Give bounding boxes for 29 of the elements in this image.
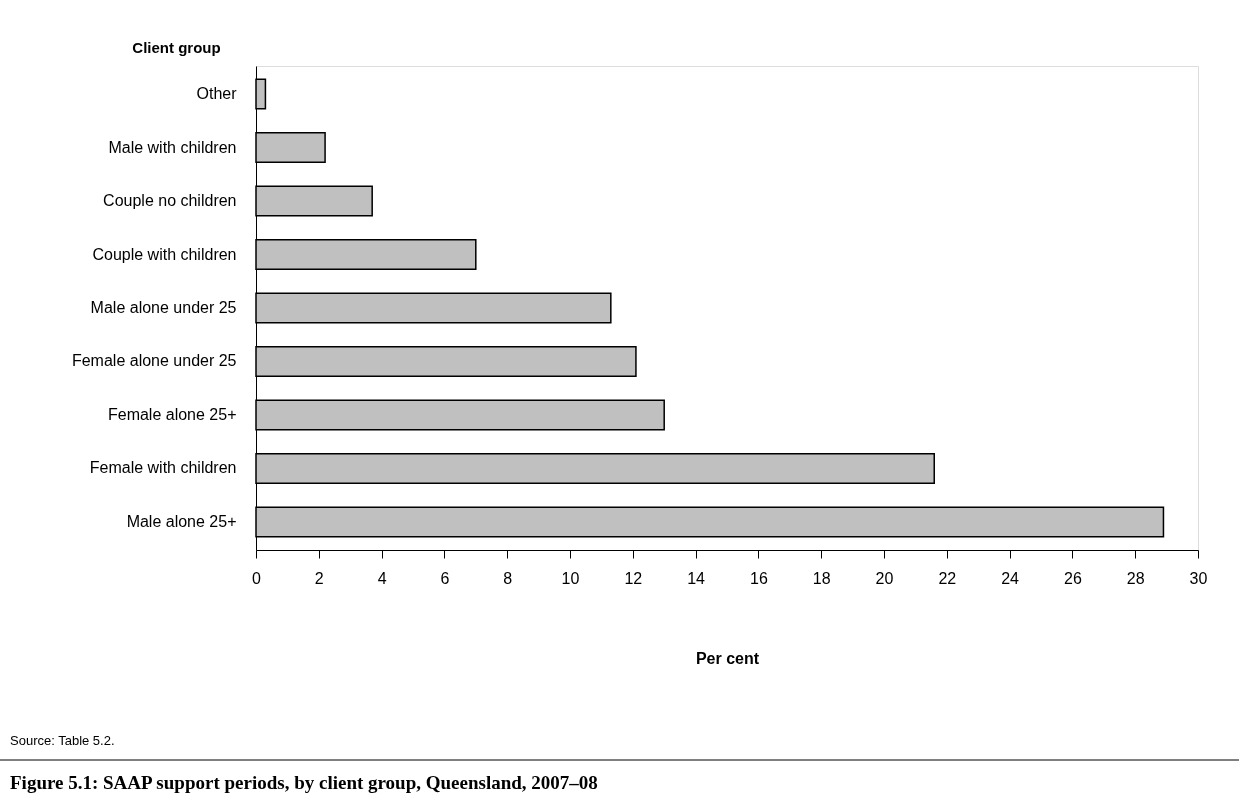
x-axis-title: Per cent — [695, 649, 760, 667]
x-tick-label: 0 — [252, 569, 262, 587]
text: Figure 5.1: SAAP support periods, by client group, Queensland, 2007–08 — [10, 772, 598, 793]
x-tick-label: 14 — [687, 569, 706, 587]
y-tick-label: Other — [196, 85, 238, 103]
x-tick-label: 12 — [624, 569, 643, 587]
y-tick-label: Couple no children — [103, 192, 237, 210]
x-tick-label: 2 — [314, 569, 324, 587]
x-tick-label: 24 — [1001, 569, 1020, 587]
x-tick-label: 26 — [1064, 569, 1082, 587]
y-tick-label: Male with children — [108, 138, 237, 156]
y-tick-label: Male alone 25+ — [126, 512, 237, 530]
y-tick-label: Female alone 25+ — [107, 405, 237, 423]
y-tick-label: Male alone under 25 — [90, 299, 237, 316]
y-tick-label: Female alone under 25 — [71, 352, 237, 370]
y-tick-label: Female with children — [89, 459, 237, 477]
x-tick-label: 22 — [938, 569, 957, 587]
y-axis-title: Client group — [132, 38, 221, 56]
x-tick-label: 16 — [750, 569, 768, 587]
y-tick-label: Couple with children — [92, 245, 237, 263]
x-tick-label: 6 — [440, 569, 450, 587]
x-tick-label: 20 — [875, 569, 894, 587]
x-tick-label: 18 — [812, 569, 831, 587]
x-tick-label: 10 — [561, 569, 580, 587]
x-tick-label: 28 — [1126, 569, 1145, 587]
x-tick-label: 4 — [377, 569, 387, 587]
x-tick-label: 8 — [503, 569, 513, 587]
source-note: Source: Table 5.2. — [10, 733, 115, 748]
x-tick-label: 30 — [1189, 569, 1208, 587]
